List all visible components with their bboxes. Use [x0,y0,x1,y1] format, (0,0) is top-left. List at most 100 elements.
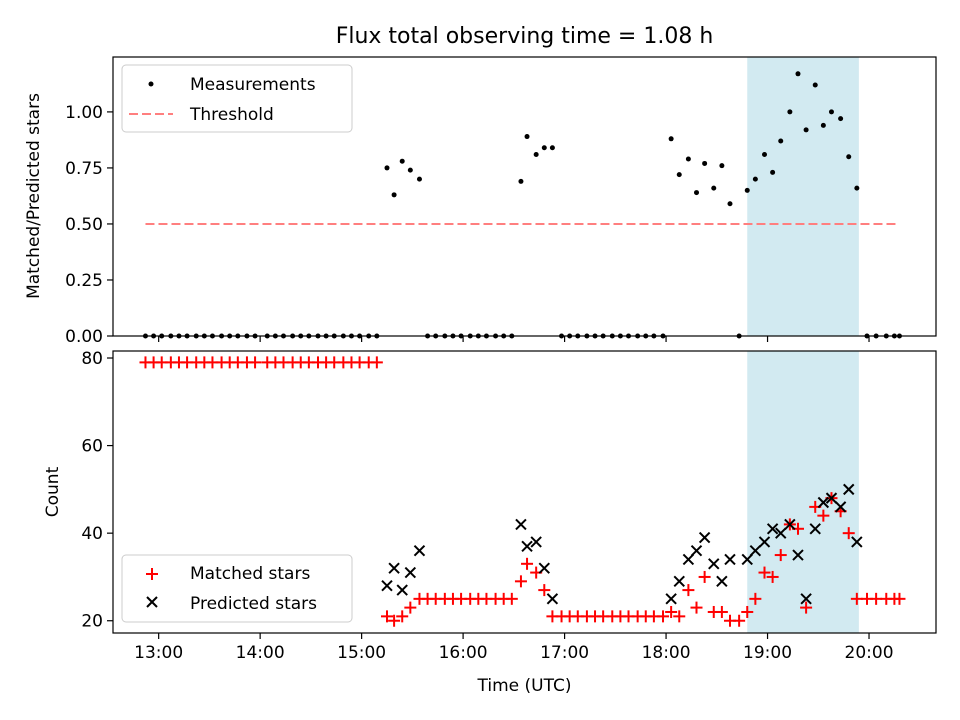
predicted-star-point [413,544,426,557]
measurement-point [501,333,507,339]
predicted-star-point [784,518,796,531]
measurement-point [272,333,278,339]
measurement-point [235,333,241,339]
top-y-axis-label: Matched/Predicted stars [24,93,44,299]
measurement-point [803,127,809,133]
measurement-point [425,333,431,339]
measurement-point [340,333,346,339]
measurement-point [475,333,481,339]
top-panel: Matched/Predicted stars 0.00 0.25 0.50 0.75… [24,56,937,347]
measurement-point [227,333,233,339]
bottom-y-tick-label: 20 [81,612,103,632]
bottom-x-tick-label: 18:00 [642,643,691,663]
measurement-point [458,333,464,339]
matched-star-point [698,570,711,583]
bottom-y-tick-label: 60 [81,437,103,457]
measurement-point [685,156,691,162]
predicted-star-point [758,536,771,548]
measurement-point [450,333,456,339]
matched-star-point [749,592,762,605]
top-y-tick-label: 0.25 [65,271,103,291]
measurement-point [407,167,413,173]
predicted-star-point [766,523,779,535]
measurement-point [298,333,304,339]
measurement-point [168,333,174,339]
measurements-legend-marker [148,81,154,87]
measurement-point [584,333,590,339]
bottom-y-axis-label: Count [43,466,63,517]
measurement-point [264,333,270,339]
matched-star-point [774,549,787,562]
predicted-star-point [665,593,677,605]
measurement-point [609,333,615,339]
predicted-star-point [698,531,711,544]
measurement-point [509,333,515,339]
measurement-point [828,109,834,115]
matched-stars-legend-label: Matched stars [190,564,310,584]
predicted-stars-legend-label: Predicted stars [190,594,317,614]
measurement-point [727,201,733,207]
measurements-legend-label: Measurements [190,75,316,95]
bottom-x-tick-label: 15:00 [337,643,386,663]
predicted-star-point [716,575,728,588]
matched-star-point [404,601,417,614]
measurement-point [159,333,165,339]
measurement-point [643,333,649,339]
predicted-star-point [817,496,830,509]
measurement-point [820,122,826,128]
matched-star-point [673,610,686,623]
measurement-point [483,333,489,339]
measurement-point [896,333,902,339]
bottom-axes: 20 40 60 80 13:00 14:00 15:00 16:00 17:00 18:00 19… [81,349,937,663]
matched-star-point [396,610,409,623]
measurement-point [873,333,879,339]
matched-star-point [380,610,393,623]
predicted-star-point [690,544,703,557]
predicted-star-point [396,584,408,596]
measurement-point [702,160,708,166]
measurement-point [524,134,530,140]
measurement-point [854,185,860,191]
bottom-axes-frame [112,350,937,634]
matched-star-point [741,605,754,618]
measurement-point [668,136,674,142]
matched-star-point [657,610,670,623]
predicted-star-point [530,536,542,548]
top-y-tick-label: 0.50 [65,215,103,235]
threshold-legend-label: Threshold [189,105,274,125]
measurement-point [252,333,258,339]
matched-star-point [715,605,728,618]
measurement-point [391,192,397,198]
predicted-star-point [521,540,533,553]
bottom-x-tick-label: 14:00 [236,643,285,663]
bottom-legend-frame [121,554,353,623]
measurement-point [787,109,793,115]
matched-star-point [505,592,518,605]
predicted-stars-series [381,483,863,605]
top-highlight-span [747,57,859,336]
predicted-star-point [792,549,804,561]
measurement-point [518,178,524,184]
bottom-x-tick-label: 13:00 [134,643,183,663]
top-axes: 0.00 0.25 0.50 0.75 1.00 [65,56,937,347]
matched-stars-legend-marker [146,568,158,580]
top-y-tick-label: 0.75 [65,159,103,179]
bottom-highlight-span [747,351,859,633]
predicted-star-point [381,580,393,592]
measurement-point [575,333,581,339]
matched-star-point [850,592,863,605]
measurement-point [761,151,767,157]
bottom-y-tick-label: 80 [81,349,103,369]
measurement-point [306,333,312,339]
bottom-x-tick-label: 19:00 [743,643,792,663]
measurement-point [744,187,750,193]
predicted-star-point [809,523,821,535]
predicted-star-point [775,527,787,539]
predicted-star-point [800,593,812,605]
bottom-x-axis-label: Time (UTC) [477,676,572,696]
matched-star-point [842,527,855,540]
figure-title: Flux total observing time = 1.08 h [336,24,714,49]
matched-star-point [870,592,883,605]
matched-star-point [758,566,771,579]
